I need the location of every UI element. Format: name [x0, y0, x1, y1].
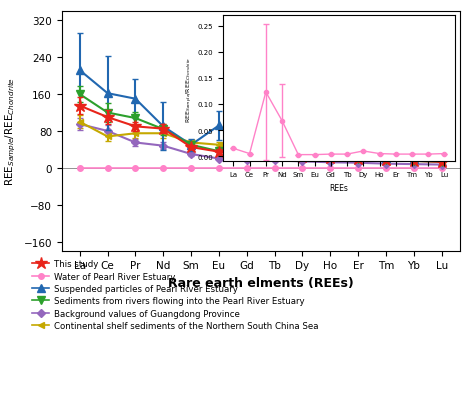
X-axis label: Rare earth elments (REEs): Rare earth elments (REEs)	[168, 276, 354, 289]
Y-axis label: REE$_{Sample}$/REE$_{Chondrite}$: REE$_{Sample}$/REE$_{Chondrite}$	[3, 77, 18, 186]
Legend: This study, Water of Pearl River Estuary, Suspended particles of Pearl River Est: This study, Water of Pearl River Estuary…	[32, 260, 318, 330]
X-axis label: REEs: REEs	[329, 183, 348, 192]
Y-axis label: REE$_{Sample}$/REE$_{Chondrite}$: REE$_{Sample}$/REE$_{Chondrite}$	[184, 56, 194, 122]
